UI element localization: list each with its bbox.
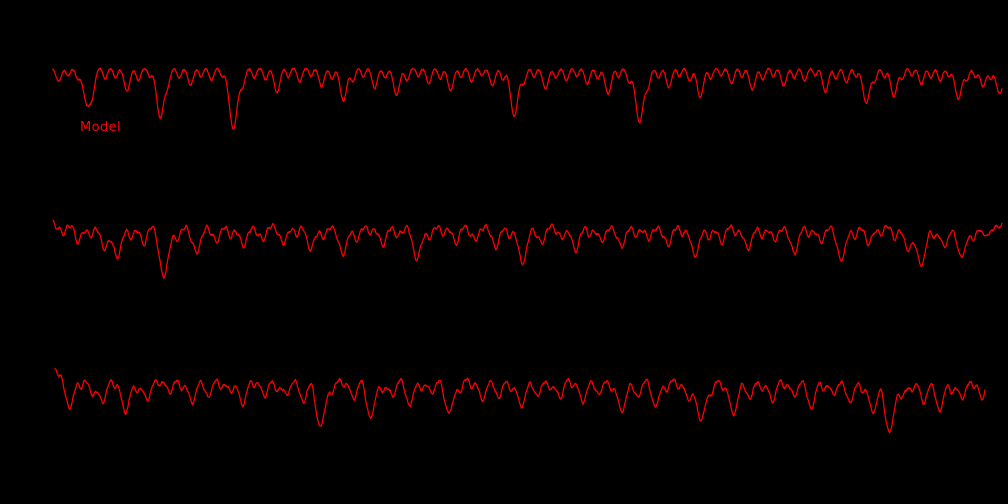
spectrum-plot-1: [52, 67, 1003, 130]
spectrum-panel-3: [0, 345, 1008, 450]
spectrum-panel-2: [0, 195, 1008, 300]
spectrum-plot-2: [52, 219, 1003, 279]
spectrum-plot-3: [54, 368, 986, 434]
legend-model-label: Model: [80, 120, 122, 135]
spectrum-panel-1: [0, 40, 1008, 150]
spectrum-line-3: [54, 368, 986, 434]
spectrum-line-1: [52, 67, 1003, 130]
spectrum-line-2: [52, 219, 1003, 279]
